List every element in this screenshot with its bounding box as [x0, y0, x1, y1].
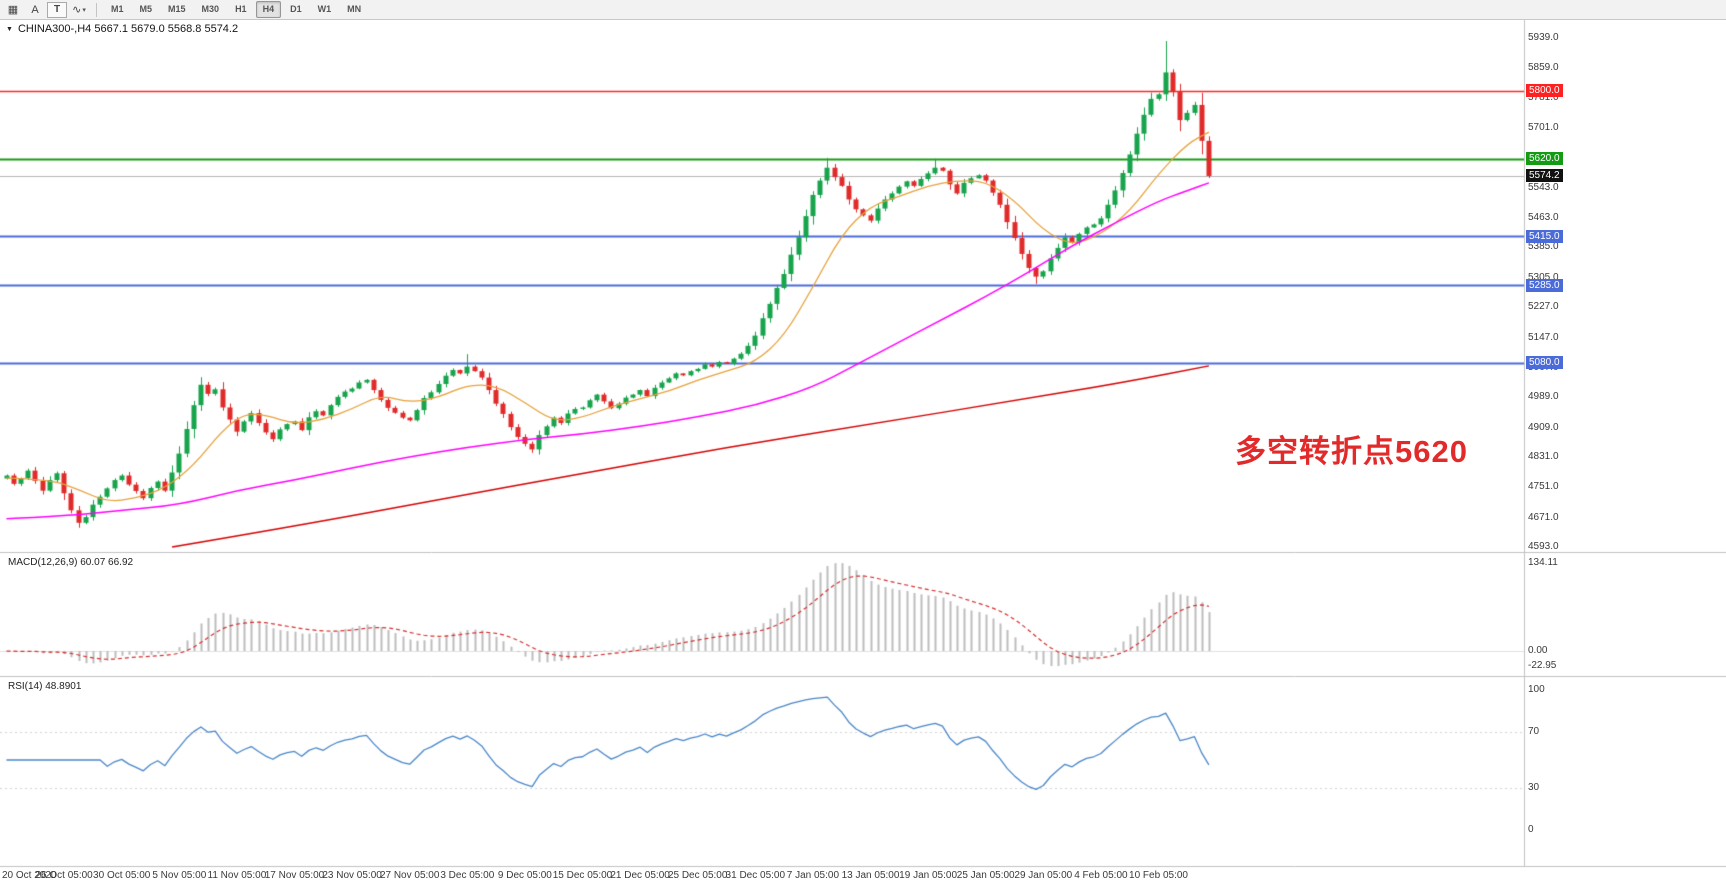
timeframe-m5-button[interactable]: M5 [133, 1, 160, 18]
rsi-scale-label: 70 [1528, 726, 1540, 737]
timeframe-m1-button[interactable]: M1 [104, 1, 131, 18]
price-axis-label: 5701.0 [1528, 122, 1559, 133]
price-axis-label: 5859.0 [1528, 62, 1559, 74]
time-axis-label: 15 Dec 05:00 [552, 870, 613, 881]
timeframe-h1-button[interactable]: H1 [228, 1, 254, 18]
macd-scale-label: 0.00 [1528, 645, 1548, 657]
price-line-badge: 5285.0 [1526, 278, 1563, 292]
timeframe-d1-button[interactable]: D1 [283, 1, 309, 18]
time-axis-label: 31 Dec 05:00 [725, 870, 786, 881]
time-axis-label: 7 Jan 05:00 [786, 870, 840, 881]
time-axis-label: 26 Oct 05:00 [35, 870, 93, 881]
toolbar: ▦ A T ∿ ▾ M1 M5 M15 M30 H1 H4 D1 W1 MN [0, 0, 1726, 20]
time-axis-label: 29 Jan 05:00 [1014, 870, 1073, 881]
time-axis-label: 25 Jan 05:00 [956, 870, 1015, 881]
time-axis-label: 4 Feb 05:00 [1074, 870, 1128, 881]
rsi-indicator-label: RSI(14) 48.8901 [8, 681, 82, 692]
price-annotation-text: 多空转折点5620 [1235, 434, 1468, 469]
time-axis-label: 5 Nov 05:00 [152, 870, 207, 881]
price-line-badge: 5415.0 [1526, 229, 1563, 243]
time-axis-label: 27 Nov 05:00 [379, 870, 440, 881]
timeframe-mn-button[interactable]: MN [340, 1, 368, 18]
price-line-badge: 5620.0 [1526, 152, 1563, 166]
toolbar-separator [96, 2, 97, 17]
price-axis-label: 4989.0 [1528, 391, 1559, 403]
macd-indicator-label: MACD(12,26,9) 60.07 66.92 [8, 557, 134, 568]
timeframe-m30-button[interactable]: M30 [195, 1, 227, 18]
current-price-badge: 5574.2 [1526, 169, 1563, 183]
indicator-line-icon: ∿ [72, 4, 82, 16]
price-axis-label: 5939.0 [1528, 32, 1559, 43]
macd-scale-label: -22.95 [1528, 660, 1557, 672]
time-axis-label: 13 Jan 05:00 [841, 870, 900, 881]
time-axis-label: 19 Jan 05:00 [899, 870, 958, 881]
macd-scale-label: 134.11 [1528, 557, 1558, 569]
text-tool-icon[interactable]: T [47, 1, 67, 18]
chart-title: ▼ CHINA300-,H4 5667.1 5679.0 5568.8 5574… [6, 23, 238, 35]
timeframe-m15-button[interactable]: M15 [161, 1, 193, 18]
rsi-scale-label: 0 [1528, 824, 1534, 835]
timeframe-w1-button[interactable]: W1 [311, 1, 339, 18]
price-line-badge: 5800.0 [1526, 84, 1563, 98]
price-line-badge: 5080.0 [1526, 356, 1563, 370]
time-axis-label: 23 Nov 05:00 [322, 870, 382, 881]
price-axis-label: 4831.0 [1528, 450, 1559, 462]
price-axis-label: 5385.0 [1528, 241, 1559, 253]
price-axis-label: 4671.0 [1528, 511, 1559, 523]
chevron-down-icon: ▾ [82, 6, 86, 14]
timeframe-h4-button[interactable]: H4 [255, 1, 282, 18]
price-axis-label: 4593.0 [1528, 541, 1559, 552]
time-axis-label: 11 Nov 05:00 [207, 870, 267, 881]
time-axis-label: 17 Nov 05:00 [264, 870, 325, 881]
indicators-dropdown-button[interactable]: ∿ ▾ [69, 2, 89, 18]
annotation-a-icon[interactable]: A [31, 3, 39, 16]
rsi-scale-label: 30 [1528, 782, 1540, 793]
price-axis-label: 5781.0 [1528, 91, 1559, 103]
rsi-scale-label: 100 [1528, 684, 1545, 695]
chart-grid-icon[interactable]: ▦ [7, 4, 19, 16]
time-axis-label: 20 Oct 2020 [2, 870, 57, 881]
time-axis-label: 9 Dec 05:00 [497, 870, 552, 881]
time-axis-label: 25 Dec 05:00 [667, 870, 728, 881]
price-axis-label: 5463.0 [1528, 212, 1559, 223]
price-axis-label: 5227.0 [1528, 301, 1559, 313]
time-axis-label: 30 Oct 05:00 [93, 870, 151, 881]
collapse-triangle-icon[interactable]: ▼ [6, 25, 13, 33]
time-axis-label: 21 Dec 05:00 [610, 870, 670, 881]
price-axis-label: 5147.0 [1528, 331, 1559, 343]
chart-title-text: CHINA300-,H4 5667.1 5679.0 5568.8 5574.2 [17, 23, 239, 35]
time-axis-label: 3 Dec 05:00 [440, 870, 495, 881]
price-axis-label: 4751.0 [1528, 481, 1559, 493]
price-axis-label: 4909.0 [1528, 421, 1559, 433]
price-axis-label: 5543.0 [1528, 181, 1559, 193]
price-axis-label: 5305.0 [1528, 271, 1559, 283]
time-axis-label: 10 Feb 05:00 [1129, 870, 1188, 881]
